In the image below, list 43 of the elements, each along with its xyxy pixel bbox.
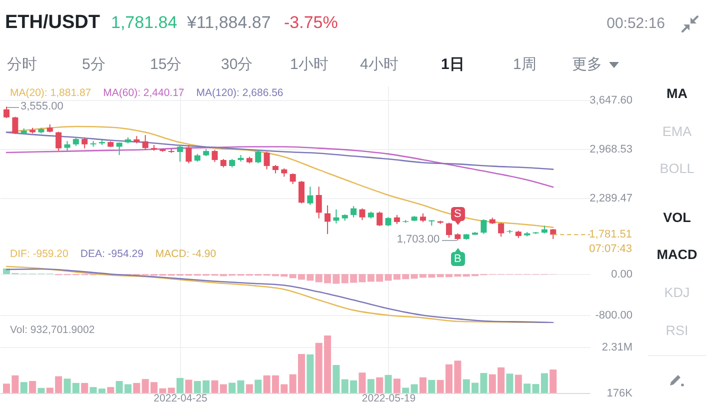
text: 1日 [441, 56, 464, 74]
text: 15分 [150, 56, 182, 74]
annotation: 1,703.00 [396, 234, 440, 247]
text: 1周 [513, 56, 536, 74]
annotation: B [450, 252, 465, 266]
text: 5分 [82, 56, 106, 74]
y-tick-label: 2,289.47 [590, 192, 632, 204]
y-tick-label: 2,968.53 [590, 144, 632, 156]
text: 分时 [7, 56, 37, 74]
text: MA(20): 1,881.87 [10, 87, 92, 100]
text: 30分 [221, 56, 253, 74]
annotation: S [450, 207, 465, 222]
text: MACD [656, 247, 698, 263]
text: ¥11,884.87 [187, 13, 271, 33]
chart-title: Vol: 932,701.9002 [10, 324, 95, 336]
y-tick-label: 3,647.60 [590, 94, 632, 106]
text: MA [666, 86, 688, 102]
text: 1,781.84 [111, 13, 178, 33]
text: VOL [663, 210, 691, 226]
x-tick-label: 2022-04-25 [154, 392, 208, 404]
text: -3.75% [284, 13, 338, 33]
text: ETH/USDT [5, 12, 100, 34]
text: KDJ [664, 285, 690, 301]
x-tick-label: 2022-05-19 [362, 392, 416, 404]
y-tick-label: 2.31M [602, 341, 632, 354]
series-label: DEA: -954.29 [80, 248, 144, 260]
text: EMA [662, 124, 692, 140]
text: BOLL [660, 161, 694, 177]
text: 4小时 [360, 56, 398, 74]
text: 1小时 [290, 56, 328, 74]
annotation: 07:07:43 [589, 243, 632, 256]
y-tick-label: 0.00 [611, 268, 632, 281]
text: 更多 [572, 56, 602, 74]
series-label: DIF: -959.20 [10, 248, 68, 260]
text: MA(120): 2,686.56 [196, 87, 284, 100]
y-tick-label: 176K [606, 388, 634, 400]
ref-line-label: 1,781.51 [589, 228, 632, 241]
y-tick-label: -800.00 [595, 309, 632, 322]
text: RSI [666, 323, 688, 339]
text: 00:52:16 [606, 15, 665, 32]
text: MA(60): 2,440.17 [103, 87, 184, 100]
annotation: MACD: -4.90 [155, 248, 216, 260]
annotation: 3,555.00 [20, 100, 64, 113]
